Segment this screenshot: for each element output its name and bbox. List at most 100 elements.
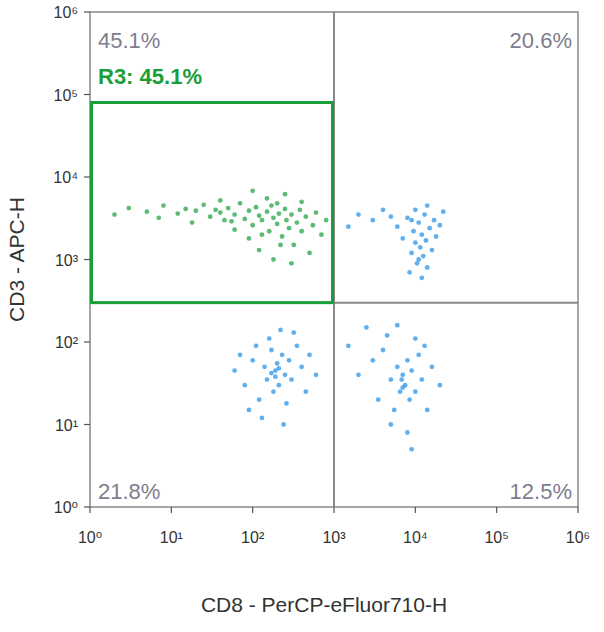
- event-dot: [413, 336, 418, 341]
- event-dot: [275, 361, 280, 366]
- event-dot: [213, 207, 218, 212]
- y-tick-label: 10⁴: [53, 169, 78, 186]
- event-dot: [283, 372, 288, 377]
- event-dot: [392, 408, 397, 413]
- event-dot: [265, 209, 270, 214]
- event-dot: [419, 275, 424, 280]
- event-dot: [405, 215, 410, 220]
- event-dot: [421, 254, 426, 259]
- event-dot: [346, 343, 351, 348]
- y-tick-label: 10⁶: [54, 4, 78, 21]
- y-tick: [84, 259, 90, 260]
- event-dot: [281, 422, 286, 427]
- event-dot: [275, 201, 280, 206]
- event-dot: [385, 333, 390, 338]
- event-dot: [161, 203, 166, 208]
- event-dot: [267, 336, 272, 341]
- event-dot: [388, 214, 393, 219]
- quadrant-label: 21.8%: [98, 479, 160, 504]
- event-dot: [424, 238, 429, 243]
- event-dot: [409, 447, 414, 452]
- event-dot: [370, 358, 375, 363]
- event-dot: [409, 368, 414, 373]
- event-dot: [413, 207, 418, 212]
- event-dot: [376, 397, 381, 402]
- event-dot: [411, 229, 416, 234]
- x-tick-label: 10⁴: [403, 529, 428, 546]
- event-dot: [247, 408, 252, 413]
- event-dot: [144, 209, 149, 214]
- event-dot: [250, 358, 255, 363]
- event-dot: [405, 358, 410, 363]
- event-dot: [242, 217, 247, 222]
- event-dot: [295, 343, 300, 348]
- y-tick: [84, 341, 90, 342]
- event-dot: [299, 229, 304, 234]
- x-tick-label: 10¹: [160, 529, 183, 546]
- event-dot: [307, 352, 312, 357]
- event-dot: [409, 251, 414, 256]
- x-tick-label: 10⁶: [566, 529, 590, 546]
- y-axis-title: CD3 - APC-H: [5, 197, 28, 322]
- event-dot: [416, 220, 421, 225]
- x-tick-label: 10⁵: [484, 529, 508, 546]
- event-dot: [232, 212, 237, 217]
- event-dot: [370, 218, 375, 223]
- x-axis-title: CD8 - PerCP-eFluor710-H: [201, 593, 447, 616]
- event-dot: [254, 205, 259, 210]
- event-dot: [271, 257, 276, 262]
- series-0: [112, 188, 328, 265]
- event-dot: [395, 224, 400, 229]
- event-dot: [419, 377, 424, 382]
- event-dot: [299, 364, 304, 369]
- event-dot: [427, 226, 432, 231]
- event-dot: [226, 206, 231, 211]
- y-tick-label: 10⁵: [54, 87, 78, 104]
- plot-frame: [90, 12, 578, 507]
- y-tick-label: 10¹: [55, 417, 78, 434]
- event-dot: [303, 214, 308, 219]
- event-dot: [260, 232, 265, 237]
- event-dot: [247, 208, 252, 213]
- event-dot: [218, 210, 223, 215]
- y-tick: [84, 424, 90, 425]
- x-tick: [89, 507, 90, 513]
- event-dot: [183, 207, 188, 212]
- event-dot: [319, 232, 324, 237]
- event-dot: [416, 257, 421, 262]
- y-tick: [84, 11, 90, 12]
- event-dot: [247, 236, 252, 241]
- event-dot: [400, 372, 405, 377]
- event-dot: [289, 212, 294, 217]
- event-dot: [276, 383, 281, 388]
- x-tick: [577, 507, 578, 513]
- event-dot: [260, 218, 265, 223]
- x-tick: [415, 507, 416, 513]
- event-dot: [388, 377, 393, 382]
- event-dot: [284, 218, 289, 223]
- quadrant-label: 45.1%: [98, 28, 160, 53]
- event-dot: [356, 212, 361, 217]
- event-dot: [381, 348, 386, 353]
- event-dot: [307, 251, 312, 256]
- event-dot: [112, 212, 117, 217]
- x-tick-label: 10³: [322, 529, 346, 546]
- event-dot: [238, 201, 243, 206]
- event-dot: [407, 397, 412, 402]
- x-tick-label: 10⁰: [78, 529, 102, 546]
- event-dot: [242, 383, 247, 388]
- event-dot: [257, 248, 262, 253]
- event-dot: [289, 377, 294, 382]
- event-dot: [399, 377, 404, 382]
- quadrant-label: 12.5%: [510, 479, 572, 504]
- gate-label: R3: 45.1%: [98, 64, 202, 89]
- event-dot: [395, 323, 400, 328]
- event-dot: [175, 211, 180, 216]
- x-tick: [252, 507, 253, 513]
- event-dot: [222, 218, 227, 223]
- event-dot: [278, 243, 283, 248]
- event-dot: [278, 328, 283, 333]
- event-dot: [201, 202, 206, 207]
- event-dot: [437, 223, 442, 228]
- event-dot: [250, 188, 255, 193]
